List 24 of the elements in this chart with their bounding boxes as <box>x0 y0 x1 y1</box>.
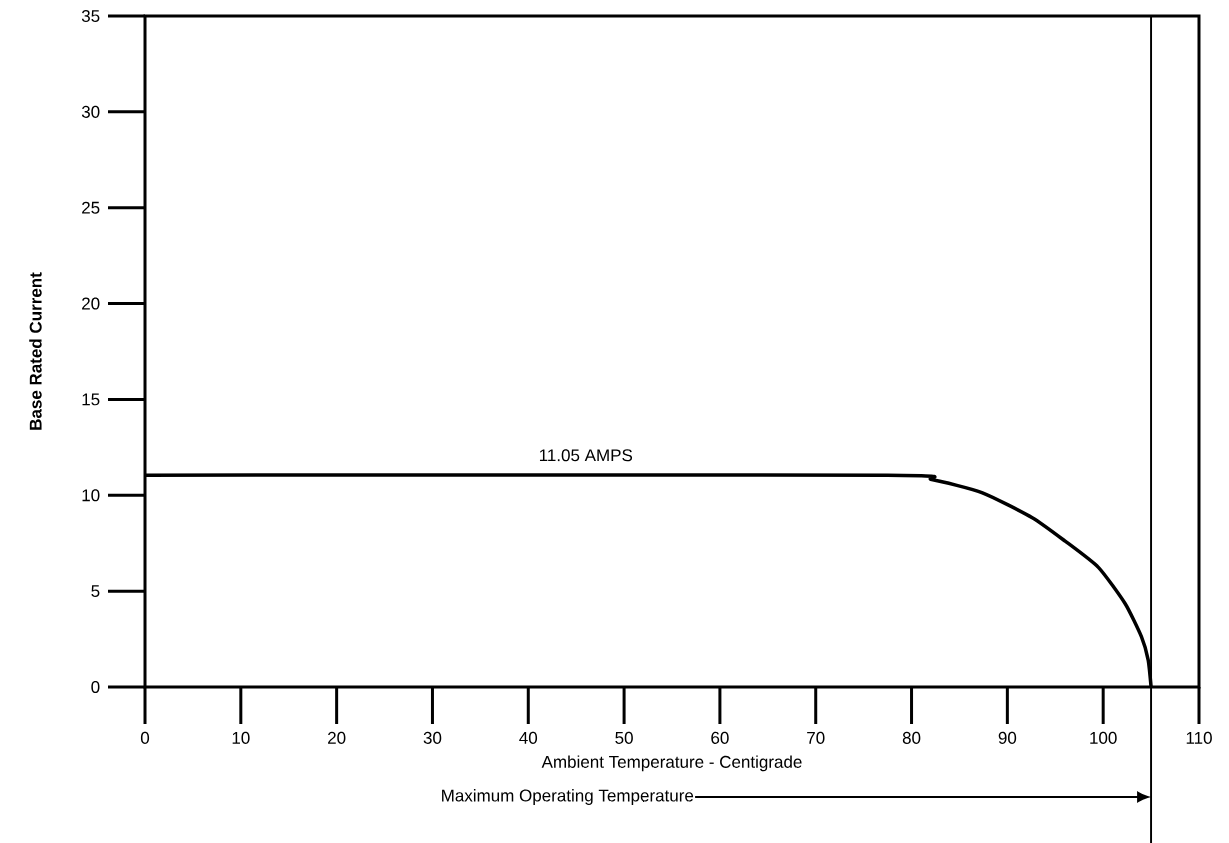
y-tick-label: 35 <box>81 9 100 23</box>
x-tick-label: 100 <box>1090 731 1117 744</box>
y-tick-label: 5 <box>91 585 100 598</box>
x-tick-label: 110 <box>1186 731 1212 744</box>
x-tick-label: 90 <box>998 731 1017 744</box>
x-tick-label: 20 <box>328 731 346 744</box>
y-tick-label: 15 <box>82 393 100 406</box>
x-axis-title: Ambient Temperature - Centigrade <box>541 755 802 772</box>
y-tick-label: 25 <box>82 201 100 214</box>
y-tick-label: 0 <box>91 680 100 694</box>
y-tick-label: 20 <box>82 297 100 310</box>
y-axis-title: Base Rated Current <box>29 272 42 430</box>
x-tick-label: 0 <box>140 731 150 744</box>
x-tick-label: 30 <box>423 731 442 744</box>
x-tick-label: 50 <box>615 731 633 744</box>
annotation: 11.05 AMPS <box>539 449 633 462</box>
ref-line-label: Maximum Operating Temperature <box>442 789 694 805</box>
y-tick-label: 10 <box>82 489 100 502</box>
x-tick-label: 80 <box>902 731 921 744</box>
x-tick-label: 70 <box>807 731 825 744</box>
x-tick-label: 60 <box>711 731 729 744</box>
x-tick-label: 10 <box>232 731 250 744</box>
x-tick-label: 40 <box>519 731 538 744</box>
y-tick-label: 30 <box>81 105 100 118</box>
